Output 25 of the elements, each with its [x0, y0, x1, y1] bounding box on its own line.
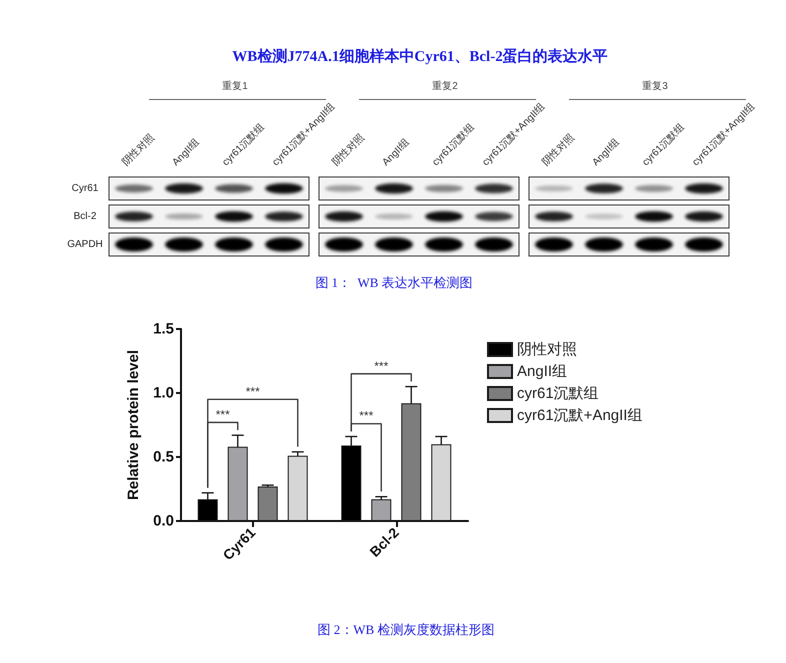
annotation: ***: [374, 358, 389, 373]
y-axis-title: Relative protein level: [125, 350, 142, 500]
category-label: Bcl-2: [74, 210, 96, 222]
category-label: 阴性对照: [540, 132, 578, 169]
text: 重复2: [432, 80, 458, 93]
annotation: ***: [359, 408, 374, 423]
legend-label: AngII组: [517, 363, 568, 380]
caption: 图 2：WB 检测灰度数据柱形图: [318, 621, 494, 639]
annotation: ***: [216, 407, 230, 422]
category-label: 阴性对照: [330, 132, 368, 169]
legend-label: cyr61沉默组: [517, 385, 599, 402]
legend-label: 阴性对照: [517, 341, 577, 358]
annotation: ***: [246, 384, 260, 398]
y-tick-label: 0.5: [153, 448, 174, 466]
category-label: Cyr61: [72, 182, 98, 194]
text: 重复3: [642, 80, 668, 93]
text: 重复1: [222, 80, 248, 93]
caption: 图 1： WB 表达水平检测图: [315, 274, 473, 292]
legend-label: cyr61沉默+AngII组: [517, 407, 642, 424]
text: WB检测J774A.1细胞样本中Cyr61、Bcl-2蛋白的表达水平: [232, 47, 608, 66]
category-label: 阴性对照: [120, 132, 158, 169]
category-label: GAPDH: [67, 238, 103, 250]
y-tick-label: 1.5: [153, 320, 174, 338]
y-tick-label: 0.0: [153, 512, 174, 530]
y-tick-label: 1.0: [153, 384, 174, 402]
